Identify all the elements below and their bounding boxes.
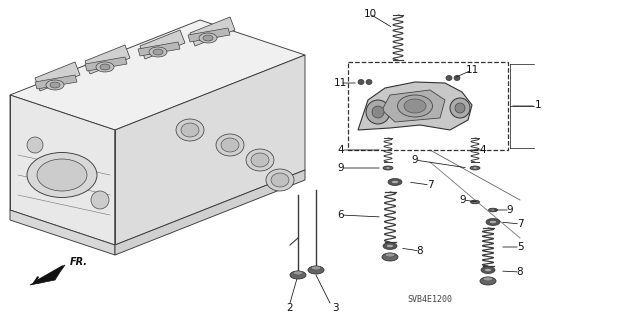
Ellipse shape xyxy=(216,134,244,156)
Circle shape xyxy=(450,98,470,118)
Text: 7: 7 xyxy=(516,219,524,229)
Ellipse shape xyxy=(293,271,303,275)
Text: 7: 7 xyxy=(427,180,433,190)
Ellipse shape xyxy=(397,95,433,117)
Text: 8: 8 xyxy=(417,246,423,256)
Ellipse shape xyxy=(366,79,372,85)
Ellipse shape xyxy=(358,79,364,85)
Ellipse shape xyxy=(387,244,394,248)
Ellipse shape xyxy=(470,200,479,204)
Text: SVB4E1200: SVB4E1200 xyxy=(408,295,452,305)
Polygon shape xyxy=(10,210,115,255)
Polygon shape xyxy=(140,30,185,59)
Ellipse shape xyxy=(488,208,497,212)
Ellipse shape xyxy=(472,167,477,169)
Polygon shape xyxy=(85,45,130,74)
Text: 8: 8 xyxy=(516,267,524,277)
Polygon shape xyxy=(115,55,305,245)
Ellipse shape xyxy=(404,99,426,113)
Ellipse shape xyxy=(100,64,110,70)
Polygon shape xyxy=(190,17,235,46)
Circle shape xyxy=(455,103,465,113)
Circle shape xyxy=(366,100,390,124)
Ellipse shape xyxy=(385,253,395,257)
Polygon shape xyxy=(115,170,305,255)
Ellipse shape xyxy=(470,166,480,170)
Ellipse shape xyxy=(490,220,497,224)
Ellipse shape xyxy=(181,123,199,137)
Ellipse shape xyxy=(388,179,402,186)
Ellipse shape xyxy=(454,76,460,80)
Text: 11: 11 xyxy=(333,78,347,88)
Ellipse shape xyxy=(290,271,306,279)
Ellipse shape xyxy=(199,33,217,43)
Ellipse shape xyxy=(392,180,399,184)
Circle shape xyxy=(372,106,384,118)
Polygon shape xyxy=(188,28,230,42)
Ellipse shape xyxy=(486,219,500,226)
Polygon shape xyxy=(382,90,445,122)
Circle shape xyxy=(91,191,109,209)
Ellipse shape xyxy=(221,138,239,152)
Ellipse shape xyxy=(37,159,87,191)
Text: 9: 9 xyxy=(507,205,513,215)
Text: 9: 9 xyxy=(460,195,467,205)
Ellipse shape xyxy=(484,268,492,272)
Text: 9: 9 xyxy=(338,163,344,173)
Text: 9: 9 xyxy=(412,155,419,165)
Ellipse shape xyxy=(308,266,324,274)
Ellipse shape xyxy=(480,277,496,285)
Ellipse shape xyxy=(149,47,167,57)
Polygon shape xyxy=(35,62,80,91)
Polygon shape xyxy=(30,265,65,285)
Ellipse shape xyxy=(153,49,163,55)
Polygon shape xyxy=(10,20,305,130)
Ellipse shape xyxy=(383,166,393,170)
Ellipse shape xyxy=(382,253,398,261)
Text: 4: 4 xyxy=(480,145,486,155)
Text: 2: 2 xyxy=(287,303,293,313)
Ellipse shape xyxy=(251,153,269,167)
Polygon shape xyxy=(85,57,127,71)
Ellipse shape xyxy=(385,167,390,169)
Polygon shape xyxy=(10,95,115,245)
Ellipse shape xyxy=(46,80,64,90)
Ellipse shape xyxy=(266,169,294,191)
Text: 5: 5 xyxy=(516,242,524,252)
Ellipse shape xyxy=(446,76,452,80)
Polygon shape xyxy=(358,82,472,130)
Text: 3: 3 xyxy=(332,303,339,313)
Ellipse shape xyxy=(311,266,321,270)
Ellipse shape xyxy=(203,35,213,41)
Ellipse shape xyxy=(271,173,289,187)
Ellipse shape xyxy=(491,209,495,211)
Polygon shape xyxy=(138,42,180,56)
Text: 1: 1 xyxy=(534,100,541,110)
Ellipse shape xyxy=(483,277,493,281)
Polygon shape xyxy=(35,75,77,89)
Text: FR.: FR. xyxy=(70,257,88,267)
Text: 4: 4 xyxy=(338,145,344,155)
Ellipse shape xyxy=(383,242,397,249)
Circle shape xyxy=(27,137,43,153)
Ellipse shape xyxy=(27,152,97,197)
Ellipse shape xyxy=(50,82,60,88)
Ellipse shape xyxy=(481,266,495,273)
Text: 10: 10 xyxy=(364,9,376,19)
Ellipse shape xyxy=(246,149,274,171)
Ellipse shape xyxy=(96,62,114,72)
Ellipse shape xyxy=(176,119,204,141)
Text: 11: 11 xyxy=(465,65,479,75)
Text: 6: 6 xyxy=(338,210,344,220)
Ellipse shape xyxy=(473,201,477,203)
